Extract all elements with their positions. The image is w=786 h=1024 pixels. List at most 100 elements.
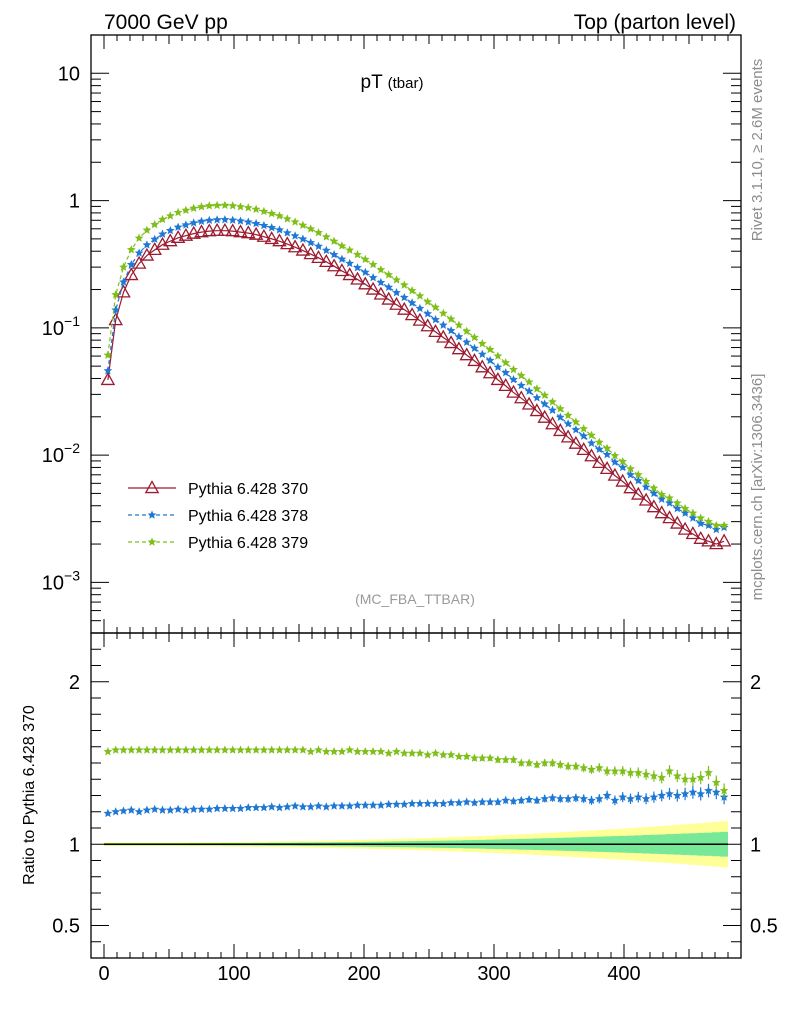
data-point [415, 748, 425, 757]
data-point [482, 365, 498, 379]
data-point [259, 745, 269, 754]
y-tick-label: 1 [69, 834, 80, 856]
data-point [267, 209, 277, 218]
data-point [587, 795, 596, 805]
legend-marker [144, 480, 160, 494]
data-point [516, 371, 526, 380]
data-point [493, 362, 503, 371]
data-point [638, 492, 654, 506]
data-point [563, 761, 573, 770]
data-point [443, 335, 459, 349]
data-point [711, 787, 721, 796]
data-point [204, 804, 214, 814]
data-point [579, 794, 589, 803]
data-point [579, 431, 589, 440]
data-point [657, 489, 667, 499]
data-point [485, 797, 495, 806]
data-point [321, 232, 331, 241]
data-point [368, 747, 378, 756]
data-point [680, 789, 690, 798]
data-point [407, 286, 417, 295]
data-point [329, 747, 339, 756]
data-point [329, 236, 339, 245]
legend-label: Pythia 6.428 379 [188, 535, 308, 552]
data-point [228, 201, 238, 210]
x-tick-label: 0 [98, 963, 109, 985]
data-point [420, 318, 435, 332]
data-point [493, 351, 503, 360]
data-point [532, 384, 542, 393]
data-point [392, 799, 401, 809]
data-point [264, 231, 279, 245]
y-tick-label: 10−2 [42, 440, 80, 467]
x-tick-label: 300 [477, 963, 510, 985]
data-point [649, 488, 659, 498]
data-point [150, 804, 160, 814]
y-tick-label: 10−1 [42, 313, 80, 340]
data-point [696, 513, 706, 522]
data-point [194, 224, 209, 238]
data-point [236, 216, 245, 225]
data-point [142, 805, 152, 814]
data-point [524, 794, 534, 804]
data-point [459, 347, 474, 361]
data-point [680, 503, 690, 513]
data-point [337, 241, 347, 250]
data-point [259, 803, 269, 812]
data-point [295, 242, 311, 256]
data-point [319, 254, 334, 268]
data-point [119, 745, 128, 754]
data-point [142, 225, 152, 234]
data-point [103, 366, 113, 375]
data-point [548, 397, 557, 406]
data-point [509, 796, 518, 805]
header-right: Top (parton level) [574, 11, 736, 34]
data-point [662, 510, 677, 524]
data-point [548, 405, 557, 414]
data-point [506, 384, 521, 398]
data-point [197, 804, 206, 814]
data-point [345, 745, 355, 754]
data-point [228, 745, 238, 754]
data-point [524, 377, 534, 386]
data-point [321, 747, 331, 756]
data-point [633, 768, 643, 777]
data-point [618, 766, 628, 775]
data-point [579, 763, 589, 772]
data-point [509, 755, 518, 764]
data-point [173, 222, 183, 231]
data-point [212, 215, 222, 224]
data-point [267, 223, 277, 232]
data-point [314, 801, 323, 810]
data-point [220, 200, 230, 210]
data-point [438, 750, 448, 759]
data-point [243, 203, 253, 212]
data-point [438, 799, 448, 808]
data-point [212, 200, 222, 210]
data-point [334, 263, 350, 277]
data-point [111, 745, 121, 754]
data-point [197, 745, 206, 754]
data-point [376, 747, 386, 756]
data-point [360, 747, 370, 756]
data-point [571, 761, 581, 770]
data-point [537, 409, 552, 423]
data-point [103, 747, 113, 756]
data-point [704, 786, 713, 795]
data-point [384, 270, 394, 279]
data-point [470, 343, 479, 353]
data-point [321, 802, 331, 811]
data-point [353, 263, 362, 272]
data-point [204, 215, 214, 225]
data-point [431, 315, 440, 324]
data-point [126, 245, 136, 254]
data-point [555, 794, 565, 803]
data-point [501, 358, 511, 367]
data-point [594, 794, 604, 803]
data-point [124, 267, 139, 281]
data-point [493, 755, 503, 764]
data-point [626, 464, 635, 473]
data-point [602, 443, 612, 453]
data-point [415, 291, 425, 300]
data-point [384, 799, 394, 809]
